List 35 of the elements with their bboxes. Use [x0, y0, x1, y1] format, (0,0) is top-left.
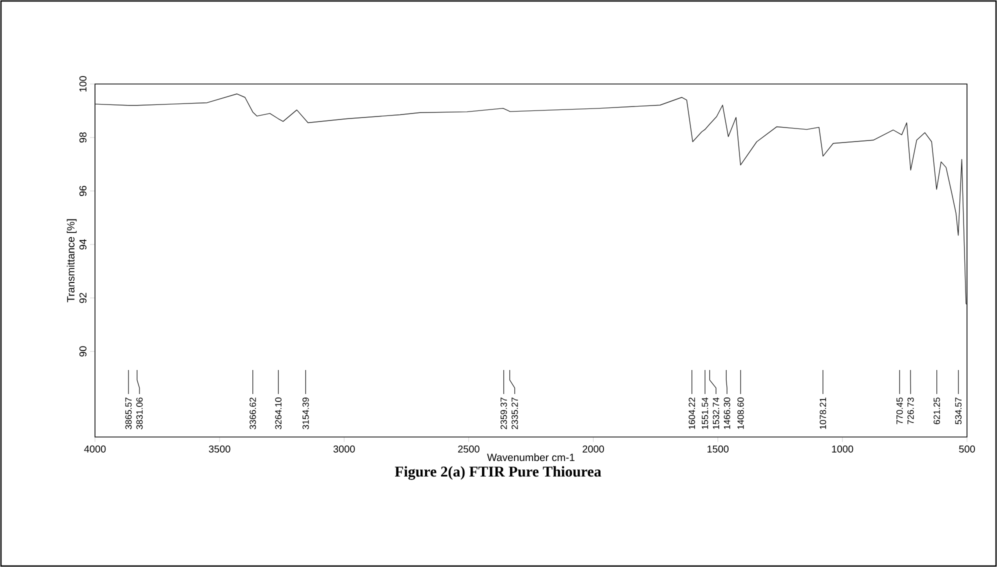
y-axis-title: Transmittance [%] — [66, 219, 77, 302]
y-tick-label: 98 — [79, 132, 86, 143]
x-tick-label: 2000 — [582, 446, 604, 453]
y-tick-label: 94 — [79, 239, 86, 250]
annotation: 1466.30 — [724, 398, 730, 429]
text: Figure 2(a) FTIR Pure Thiourea — [394, 466, 602, 480]
x-tick-label: 4000 — [84, 446, 106, 453]
x-tick-label: 3000 — [333, 446, 355, 453]
y-tick-label: 90 — [79, 346, 86, 356]
annotation: 1532.74 — [712, 397, 720, 429]
x-tick-label: 500 — [959, 446, 975, 453]
x-tick-label: 2500 — [458, 446, 480, 453]
annotation: 3366.62 — [250, 398, 256, 430]
line-series — [94, 94, 967, 305]
y-tick-label: 100 — [79, 76, 86, 92]
annotation: 1551.54 — [702, 397, 708, 429]
x-tick-label: 1000 — [832, 446, 854, 453]
y-tick-label: 92 — [79, 292, 86, 304]
annotation: 3264.10 — [275, 398, 282, 430]
x-tick-label: 3500 — [208, 446, 230, 453]
annotation: 3154.39 — [302, 398, 309, 430]
y-tick-label: 96 — [79, 186, 86, 196]
x-axis-title: Wavenumber cm-1 — [487, 453, 574, 462]
annotation: 2335.27 — [512, 398, 518, 430]
annotation: 534.57 — [955, 398, 962, 424]
annotation: 726.73 — [907, 398, 914, 424]
annotation: 3831.06 — [136, 398, 143, 430]
annotation: 1604.22 — [688, 398, 696, 429]
x-tick-label: 1500 — [708, 446, 729, 453]
annotation: 770.45 — [896, 398, 903, 424]
annotation: 3865.57 — [125, 398, 132, 430]
annotation: 2359.37 — [500, 398, 507, 430]
annotation: 621.25 — [934, 398, 940, 424]
annotation: 1078.21 — [820, 398, 826, 429]
annotation: 1408.60 — [737, 398, 744, 429]
